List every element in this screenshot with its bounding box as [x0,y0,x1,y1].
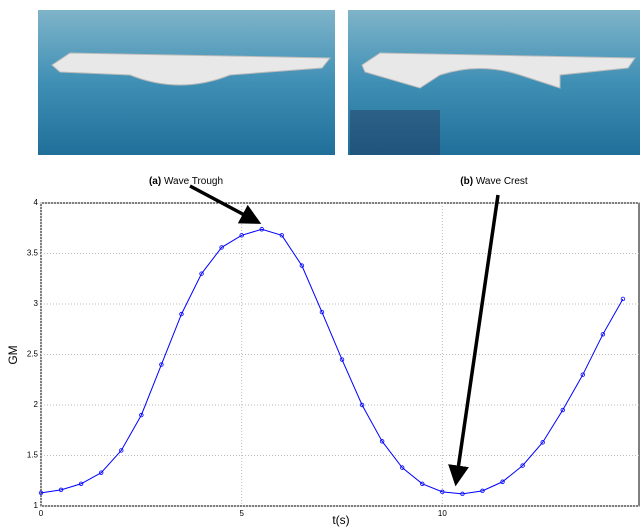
y-tick-label: 4 [34,198,39,207]
marker [199,271,204,276]
marker [580,372,586,377]
caption-b: (b) Wave Crest [460,176,528,187]
marker [179,311,184,317]
y-tick-label: 1.5 [27,451,39,460]
marker [440,489,445,495]
arrow [448,194,500,487]
marker [359,402,365,408]
marker [400,465,405,470]
marker [139,412,144,418]
marker [500,479,505,484]
x-tick-label: 5 [239,509,244,518]
marker [219,245,224,250]
marker [480,488,485,494]
x-tick-label: 10 [438,509,447,518]
marker [159,362,164,367]
marker [520,463,525,468]
marker [600,332,606,337]
caption-a: (a) Wave Trough [149,176,223,187]
arrow [189,184,262,224]
y-tick-label: 1 [34,501,39,510]
marker [259,227,264,232]
photo-a [38,10,335,155]
marker [78,481,84,486]
marker [38,490,44,496]
y-tick-label: 2.5 [27,350,39,359]
caption-text: Wave Crest [476,176,528,187]
marker [460,491,465,497]
plot: 1 1.5 2 2.5 3 3.5 4 0 5 10 [27,198,639,518]
marker [299,263,305,268]
caption-tag: (b) [460,176,473,187]
line [40,228,624,495]
marker [540,440,545,445]
marker [620,296,626,302]
marker [339,357,345,362]
marker [58,487,64,493]
marker [99,470,104,475]
marker [279,233,285,238]
marker [119,448,124,453]
marker [560,407,565,413]
y-tick-label: 2 [34,400,39,409]
marker [239,233,244,238]
marker [420,481,425,486]
marker [319,309,325,315]
y-axis-label: GM [6,345,20,364]
caption-text: Wave Trough [164,176,223,187]
x-tick-label: 0 [39,509,44,518]
caption-tag: (a) [149,176,161,187]
x-axis-label: t(s) [332,513,349,527]
marker [379,439,385,444]
y-tick-label: 3 [34,299,39,308]
photo-b [348,10,640,155]
y-tick-label: 3.5 [27,249,39,258]
